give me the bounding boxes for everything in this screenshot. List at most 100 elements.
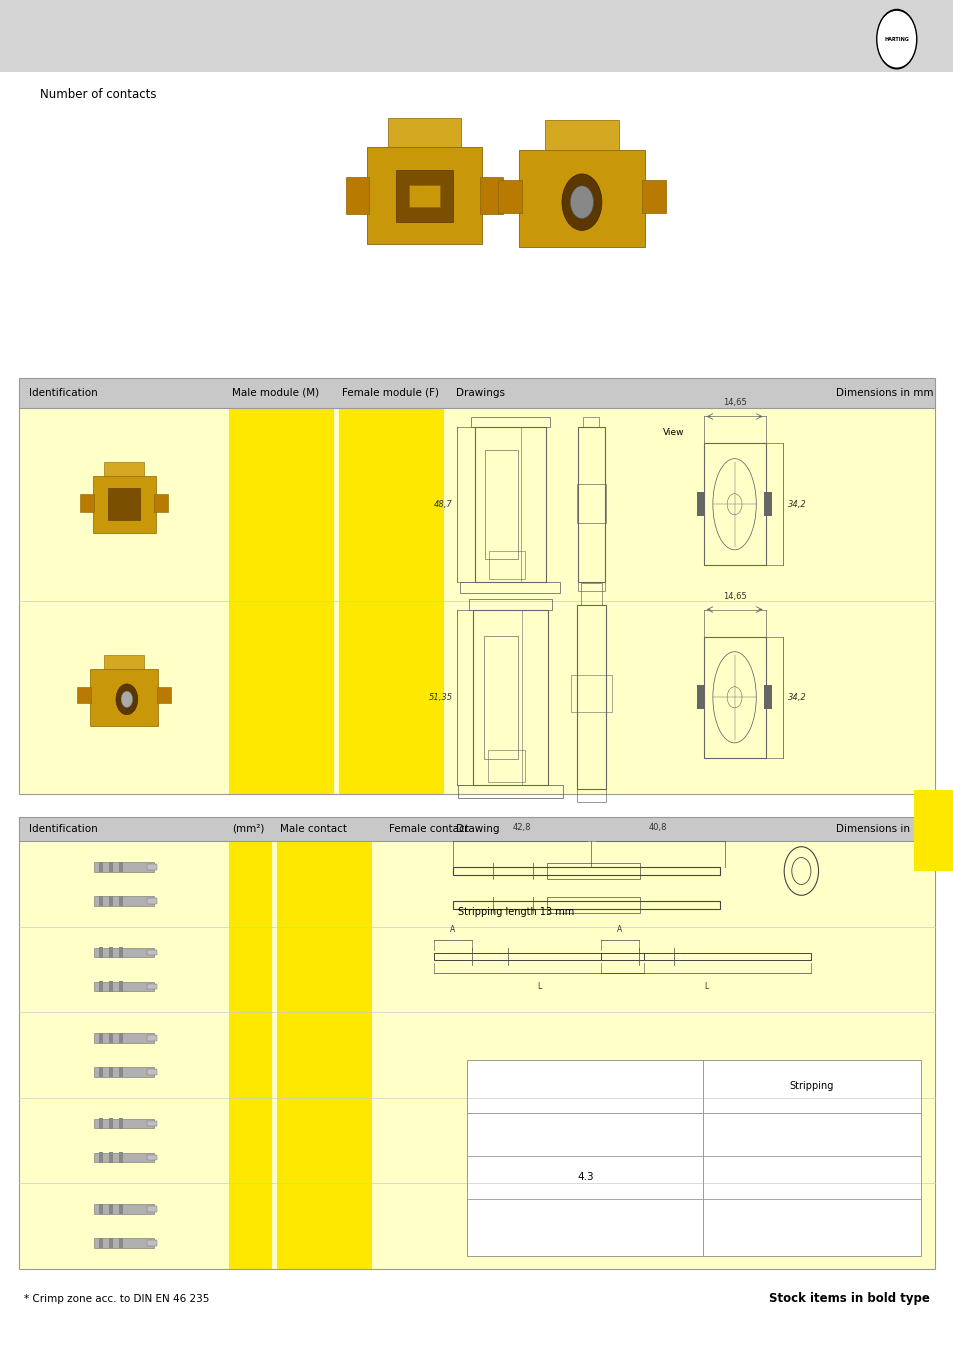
Text: HARTING: HARTING — [883, 36, 908, 42]
Bar — [94, 1153, 154, 1162]
Text: L: L — [537, 983, 540, 991]
Bar — [479, 177, 503, 215]
Bar — [497, 180, 521, 213]
Text: Number of contacts: Number of contacts — [40, 88, 156, 101]
Bar — [467, 1060, 920, 1256]
Text: Stripping: Stripping — [789, 1081, 833, 1091]
Bar — [763, 686, 771, 710]
Ellipse shape — [881, 19, 911, 59]
Bar — [94, 1204, 154, 1214]
Bar — [387, 117, 461, 147]
Bar — [702, 444, 764, 566]
Text: * Crimp zone acc. to DIN EN 46 235: * Crimp zone acc. to DIN EN 46 235 — [24, 1293, 209, 1304]
Bar — [94, 1068, 154, 1077]
Bar — [697, 493, 704, 517]
Bar — [408, 185, 439, 207]
Text: Dimensions in mm: Dimensions in mm — [835, 387, 932, 398]
Bar — [98, 895, 103, 906]
Text: (mm²): (mm²) — [232, 824, 264, 834]
Bar — [345, 177, 369, 215]
Bar — [600, 953, 810, 960]
Text: Drawings: Drawings — [456, 387, 504, 398]
Bar — [98, 1238, 103, 1249]
Bar — [702, 637, 764, 759]
Text: Female module (F): Female module (F) — [341, 387, 438, 398]
Bar — [697, 686, 704, 710]
Bar — [118, 1204, 123, 1215]
Text: 42,8: 42,8 — [513, 824, 531, 833]
Bar — [118, 1153, 123, 1162]
Bar — [94, 981, 154, 991]
Bar — [570, 675, 612, 711]
Bar — [276, 841, 372, 1269]
Text: 34,2: 34,2 — [787, 693, 805, 702]
Bar — [583, 417, 598, 427]
Bar — [147, 1154, 157, 1161]
Bar — [147, 1035, 157, 1041]
Text: Female contact: Female contact — [389, 824, 469, 834]
Text: A: A — [450, 925, 456, 934]
Bar — [109, 861, 112, 872]
Bar — [94, 1119, 154, 1129]
Bar — [156, 687, 171, 703]
Bar — [98, 1118, 103, 1129]
Text: 40,8: 40,8 — [648, 824, 667, 833]
Bar — [473, 610, 547, 786]
Bar — [0, 0, 953, 72]
Text: Drawing: Drawing — [456, 824, 499, 834]
Bar — [98, 1204, 103, 1215]
Bar — [395, 170, 453, 221]
Bar — [80, 494, 94, 513]
Circle shape — [121, 691, 132, 707]
Bar — [147, 949, 157, 956]
Bar — [518, 150, 644, 247]
Bar — [147, 1207, 157, 1212]
Text: Identification: Identification — [29, 824, 97, 834]
Bar — [19, 378, 934, 794]
Bar — [577, 605, 605, 790]
Bar — [90, 670, 158, 726]
Bar — [913, 790, 953, 871]
Bar — [109, 1066, 112, 1077]
Bar — [19, 378, 934, 408]
Bar — [98, 861, 103, 872]
Bar — [338, 408, 443, 794]
Bar — [94, 1033, 154, 1042]
Bar — [109, 1033, 112, 1044]
Bar — [471, 417, 549, 427]
Bar — [94, 1238, 154, 1247]
Bar — [19, 817, 934, 1269]
Text: 51,35: 51,35 — [428, 693, 453, 702]
Bar — [475, 427, 545, 582]
Bar — [118, 895, 123, 906]
Bar — [147, 1069, 157, 1075]
Bar — [109, 948, 112, 957]
Bar — [546, 863, 639, 879]
Bar — [109, 1204, 112, 1215]
Bar — [366, 147, 482, 244]
Text: Stripping length 13 mm: Stripping length 13 mm — [457, 906, 574, 917]
Text: Stock items in bold type: Stock items in bold type — [768, 1292, 929, 1305]
Bar — [118, 948, 123, 957]
Text: A: A — [617, 925, 622, 934]
Bar — [92, 477, 155, 533]
Bar — [98, 1033, 103, 1044]
Bar — [104, 655, 144, 670]
Bar — [641, 180, 665, 213]
Bar — [457, 786, 562, 798]
Bar — [154, 494, 168, 513]
Bar — [544, 120, 618, 150]
Bar — [109, 981, 112, 992]
Bar — [578, 582, 604, 591]
Text: 48,7: 48,7 — [434, 500, 453, 509]
Bar — [229, 841, 272, 1269]
Text: 14,65: 14,65 — [722, 591, 745, 601]
Bar — [104, 462, 144, 477]
Circle shape — [561, 174, 601, 231]
Bar — [118, 1033, 123, 1044]
Bar — [109, 1153, 112, 1162]
Bar — [147, 864, 157, 869]
Bar — [109, 489, 140, 521]
Bar — [483, 636, 517, 759]
Bar — [98, 948, 103, 957]
